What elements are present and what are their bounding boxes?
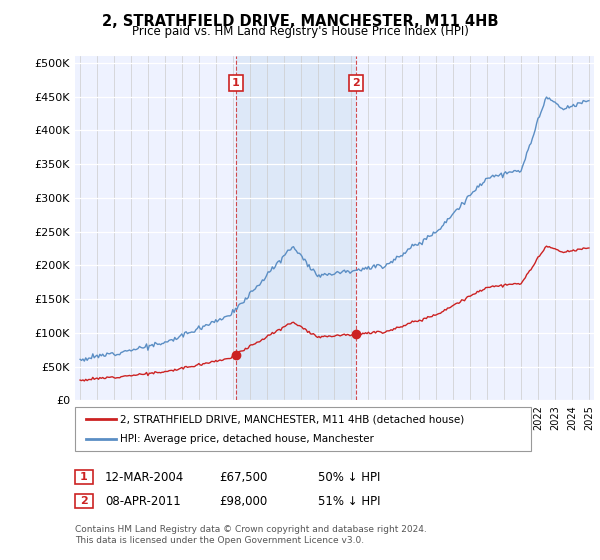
Text: Contains HM Land Registry data © Crown copyright and database right 2024.: Contains HM Land Registry data © Crown c…: [75, 525, 427, 534]
Text: 50% ↓ HPI: 50% ↓ HPI: [318, 470, 380, 484]
Text: 2: 2: [352, 78, 360, 88]
Bar: [236, 56, 356, 400]
Text: £67,500: £67,500: [219, 470, 268, 484]
Text: 08-APR-2011: 08-APR-2011: [105, 494, 181, 508]
Text: 2: 2: [80, 496, 88, 506]
Text: 2, STRATHFIELD DRIVE, MANCHESTER, M11 4HB: 2, STRATHFIELD DRIVE, MANCHESTER, M11 4H…: [102, 14, 498, 29]
Text: This data is licensed under the Open Government Licence v3.0.: This data is licensed under the Open Gov…: [75, 536, 364, 545]
Text: 1: 1: [80, 472, 88, 482]
Text: 1: 1: [232, 78, 240, 88]
Text: £98,000: £98,000: [219, 494, 267, 508]
Text: HPI: Average price, detached house, Manchester: HPI: Average price, detached house, Manc…: [120, 433, 374, 444]
Text: 2, STRATHFIELD DRIVE, MANCHESTER, M11 4HB (detached house): 2, STRATHFIELD DRIVE, MANCHESTER, M11 4H…: [120, 414, 464, 424]
Text: Price paid vs. HM Land Registry's House Price Index (HPI): Price paid vs. HM Land Registry's House …: [131, 25, 469, 38]
Text: 51% ↓ HPI: 51% ↓ HPI: [318, 494, 380, 508]
Text: 12-MAR-2004: 12-MAR-2004: [105, 470, 184, 484]
